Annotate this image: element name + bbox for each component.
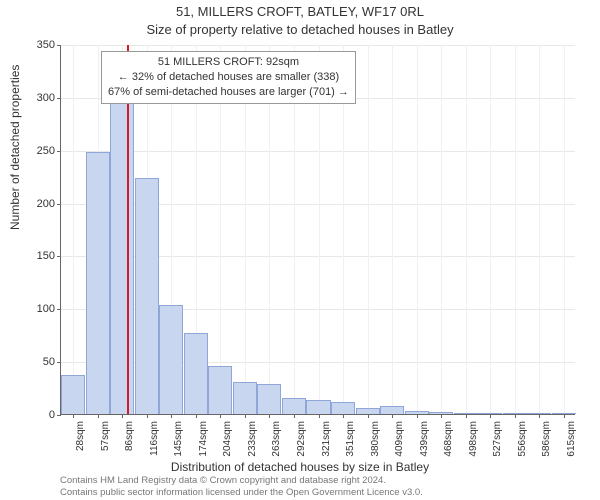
xtick-label: 409sqm xyxy=(394,421,405,471)
ytick-label: 300 xyxy=(15,92,55,104)
xtick-mark xyxy=(98,414,99,418)
xtick-mark xyxy=(564,414,565,418)
vgridline xyxy=(417,45,418,414)
histogram-bar xyxy=(184,333,208,414)
xtick-label: 145sqm xyxy=(173,421,184,471)
xtick-label: 556sqm xyxy=(517,421,528,471)
xtick-label: 321sqm xyxy=(321,421,332,471)
xtick-mark xyxy=(196,414,197,418)
ytick-label: 350 xyxy=(15,39,55,51)
ytick-label: 100 xyxy=(15,303,55,315)
xtick-mark xyxy=(368,414,369,418)
xtick-mark xyxy=(245,414,246,418)
histogram-bar xyxy=(61,375,85,414)
xtick-mark xyxy=(294,414,295,418)
histogram-bar xyxy=(380,406,404,414)
ytick-mark xyxy=(57,309,61,310)
annotation-line2: ← 32% of detached houses are smaller (33… xyxy=(108,70,349,85)
annotation-box: 51 MILLERS CROFT: 92sqm ← 32% of detache… xyxy=(101,51,356,104)
xtick-mark xyxy=(343,414,344,418)
histogram-bar xyxy=(282,398,306,414)
chart-title: 51, MILLERS CROFT, BATLEY, WF17 0RL xyxy=(0,4,600,19)
vgridline xyxy=(564,45,565,414)
histogram-bar xyxy=(208,366,232,414)
xtick-label: 174sqm xyxy=(198,421,209,471)
ytick-mark xyxy=(57,204,61,205)
chart-subtitle: Size of property relative to detached ho… xyxy=(0,22,600,37)
ytick-mark xyxy=(57,151,61,152)
vgridline xyxy=(490,45,491,414)
xtick-label: 86sqm xyxy=(124,421,135,471)
xtick-mark xyxy=(466,414,467,418)
ytick-label: 50 xyxy=(15,356,55,368)
xtick-label: 28sqm xyxy=(75,421,86,471)
xtick-label: 439sqm xyxy=(419,421,430,471)
xtick-mark xyxy=(147,414,148,418)
ytick-label: 0 xyxy=(15,409,55,421)
histogram-bar xyxy=(257,384,281,414)
ytick-mark xyxy=(57,45,61,46)
ytick-label: 250 xyxy=(15,145,55,157)
xtick-label: 527sqm xyxy=(492,421,503,471)
xtick-mark xyxy=(171,414,172,418)
xtick-label: 351sqm xyxy=(345,421,356,471)
footer-line2: Contains public sector information licen… xyxy=(60,487,590,498)
xtick-mark xyxy=(269,414,270,418)
xtick-mark xyxy=(539,414,540,418)
histogram-bar xyxy=(331,402,355,414)
xtick-label: 468sqm xyxy=(443,421,454,471)
xtick-mark xyxy=(417,414,418,418)
vgridline xyxy=(392,45,393,414)
vgridline xyxy=(515,45,516,414)
annotation-line3: 67% of semi-detached houses are larger (… xyxy=(108,85,349,100)
vgridline xyxy=(368,45,369,414)
xtick-label: 586sqm xyxy=(541,421,552,471)
xtick-mark xyxy=(515,414,516,418)
footer-line1: Contains HM Land Registry data © Crown c… xyxy=(60,475,590,486)
ytick-mark xyxy=(57,256,61,257)
xtick-mark xyxy=(319,414,320,418)
ytick-label: 200 xyxy=(15,198,55,210)
ytick-mark xyxy=(57,362,61,363)
xtick-label: 116sqm xyxy=(149,421,160,471)
vgridline xyxy=(73,45,74,414)
xtick-mark xyxy=(490,414,491,418)
annotation-line1: 51 MILLERS CROFT: 92sqm xyxy=(108,55,349,70)
xtick-label: 498sqm xyxy=(468,421,479,471)
xtick-label: 233sqm xyxy=(247,421,258,471)
plot-area: 51 MILLERS CROFT: 92sqm ← 32% of detache… xyxy=(60,45,575,415)
chart-container: 51, MILLERS CROFT, BATLEY, WF17 0RL Size… xyxy=(0,0,600,500)
xtick-mark xyxy=(392,414,393,418)
ytick-label: 150 xyxy=(15,250,55,262)
xtick-label: 263sqm xyxy=(271,421,282,471)
xtick-label: 57sqm xyxy=(100,421,111,471)
xtick-label: 615sqm xyxy=(566,421,577,471)
xtick-label: 292sqm xyxy=(296,421,307,471)
xtick-mark xyxy=(73,414,74,418)
vgridline xyxy=(466,45,467,414)
footer-attribution: Contains HM Land Registry data © Crown c… xyxy=(60,475,590,498)
histogram-bar xyxy=(159,305,183,414)
histogram-bar xyxy=(135,178,159,414)
xtick-mark xyxy=(122,414,123,418)
xtick-mark xyxy=(441,414,442,418)
xtick-label: 204sqm xyxy=(222,421,233,471)
histogram-bar xyxy=(233,382,257,414)
histogram-bar xyxy=(110,95,134,414)
xtick-mark xyxy=(220,414,221,418)
histogram-bar xyxy=(86,152,110,414)
xtick-label: 380sqm xyxy=(370,421,381,471)
vgridline xyxy=(441,45,442,414)
histogram-bar xyxy=(306,400,330,414)
ytick-mark xyxy=(57,98,61,99)
ytick-mark xyxy=(57,415,61,416)
vgridline xyxy=(539,45,540,414)
